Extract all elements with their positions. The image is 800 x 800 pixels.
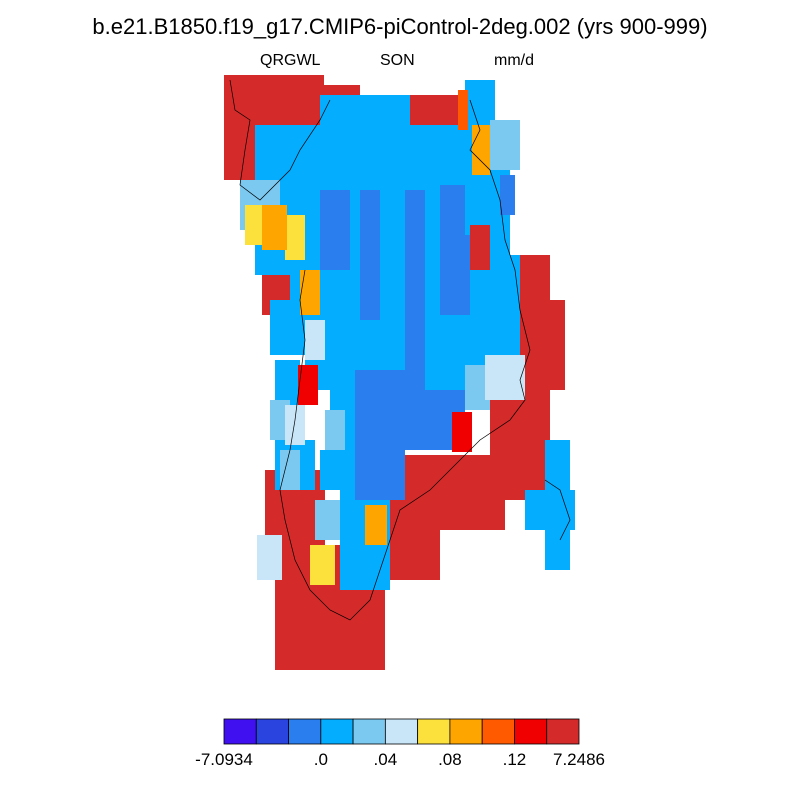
colorbar-label: -7.0934 [195, 750, 253, 769]
grid-cell [315, 500, 340, 540]
grid-cell [360, 190, 380, 320]
grid-cell [325, 410, 345, 450]
grid-cell [365, 505, 387, 545]
grid-cell [490, 120, 520, 170]
plot-title: b.e21.B1850.f19_g17.CMIP6-piControl-2deg… [92, 14, 708, 39]
grid-cell [440, 235, 470, 315]
grid-cell [320, 190, 350, 270]
grid-cell [470, 225, 490, 270]
variable-label: QRGWL [260, 52, 321, 69]
colorbar-box [320, 718, 354, 745]
grid-cell [257, 535, 282, 580]
colorbar-box [288, 718, 322, 745]
colorbar-label: .08 [438, 750, 462, 769]
grid-cell [500, 175, 515, 215]
colorbar-box [546, 718, 580, 745]
grid-cell [270, 300, 300, 355]
grid-cell [520, 300, 565, 390]
coastline [229, 79, 571, 621]
grid-cell [285, 215, 305, 260]
colorbar-label: .0 [313, 750, 328, 769]
colorbar-label: .04 [373, 750, 398, 769]
units-label: mm/d [494, 52, 534, 69]
grid-cell [280, 450, 300, 490]
colorbar [223, 718, 580, 745]
season-label: SON [380, 52, 415, 69]
grid-cell [440, 185, 465, 235]
colorbar-box [352, 718, 386, 745]
grid-cell [300, 270, 320, 315]
grid-cell [405, 190, 425, 410]
grid-cell [310, 545, 335, 585]
grid-cell [262, 205, 287, 250]
grid-cell [305, 320, 325, 360]
grid-cell [275, 360, 300, 405]
grid-cell [298, 365, 318, 405]
colorbar-box [384, 718, 419, 745]
colorbar-box [514, 718, 548, 745]
colorbar-box [481, 718, 515, 745]
colorbar-label: 7.2486 [553, 750, 605, 769]
grid-cell [485, 355, 525, 400]
grid-cell [515, 255, 550, 300]
colorbar-box [449, 718, 483, 745]
colorbar-box [223, 718, 257, 745]
grid-cell [525, 490, 575, 530]
colorbar-box [417, 718, 451, 745]
colorbar-label: .12 [502, 750, 527, 769]
grid-cell [330, 610, 385, 670]
grid-cell [355, 370, 405, 500]
grid-cell [285, 405, 305, 445]
map-cells [224, 75, 575, 670]
grid-cell [245, 205, 265, 245]
grid-cell [458, 90, 468, 130]
colorbar-box [255, 718, 289, 745]
grid-cell [452, 412, 472, 452]
